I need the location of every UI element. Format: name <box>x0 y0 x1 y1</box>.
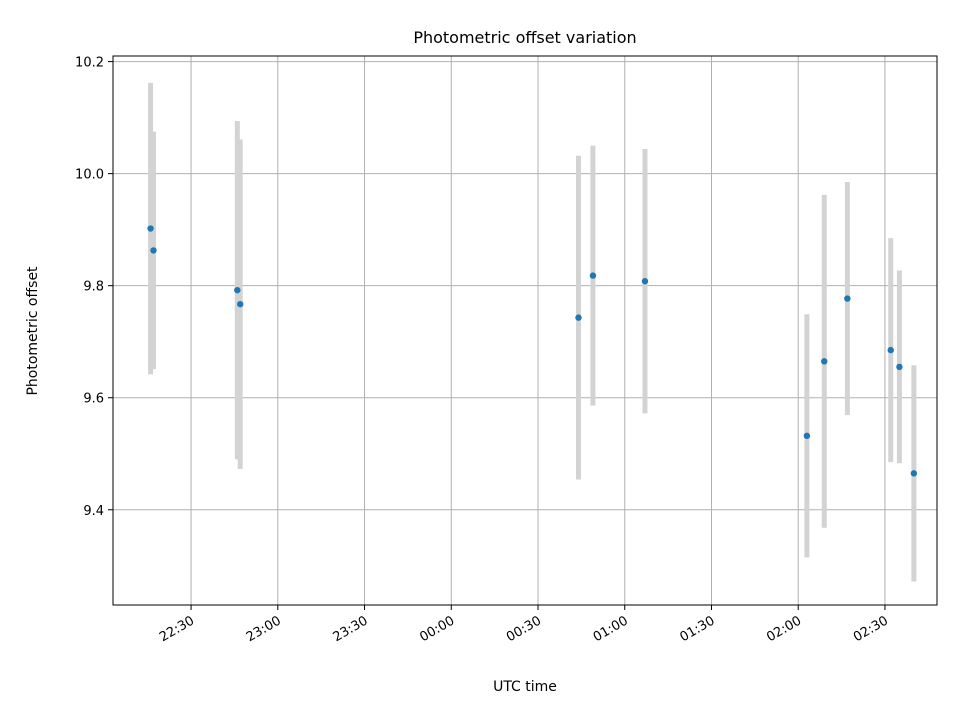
data-point <box>821 358 828 365</box>
data-point <box>803 432 811 440</box>
y-tick-label: 9.6 <box>83 392 104 407</box>
x-tick-label: 23:00 <box>244 613 284 645</box>
data-point <box>575 314 582 321</box>
x-tick-label: 01:00 <box>591 613 631 645</box>
y-tick-label: 9.4 <box>83 504 104 519</box>
chart-title: Photometric offset variation <box>413 28 636 47</box>
x-tick-label: 02:00 <box>764 613 804 645</box>
plot-frame <box>112 55 938 606</box>
x-tick-label: 02:30 <box>851 613 891 645</box>
y-ticks: 9.4 9.6 9.8 10.0 10.2 <box>75 56 113 519</box>
data-point <box>844 295 851 302</box>
x-tick-label: 22:30 <box>157 613 197 645</box>
y-tick-label: 10.2 <box>75 56 104 71</box>
data-point <box>887 346 894 354</box>
data-point <box>147 225 154 232</box>
data-point <box>896 363 903 371</box>
data-point <box>150 247 157 254</box>
y-tick-label: 10.0 <box>75 168 104 183</box>
grid <box>113 56 937 605</box>
data-point <box>234 286 241 294</box>
y-axis-label: Photometric offset <box>25 266 41 396</box>
error-bars <box>148 82 917 582</box>
x-tick-label: 00:00 <box>417 613 457 645</box>
x-ticks: 22:30 23:00 23:30 00:00 00:30 01:00 01:30 02:00… <box>157 605 891 645</box>
x-tick-label: 23:30 <box>331 613 371 645</box>
data-point <box>589 272 597 279</box>
data-point <box>237 300 244 308</box>
data-point <box>641 278 649 285</box>
y-tick-label: 9.8 <box>83 280 104 295</box>
data-point <box>910 470 918 477</box>
x-tick-label: 01:30 <box>678 613 718 645</box>
x-axis-label: UTC time <box>493 679 557 695</box>
data-points <box>147 225 918 477</box>
x-tick-label: 00:30 <box>504 613 544 645</box>
